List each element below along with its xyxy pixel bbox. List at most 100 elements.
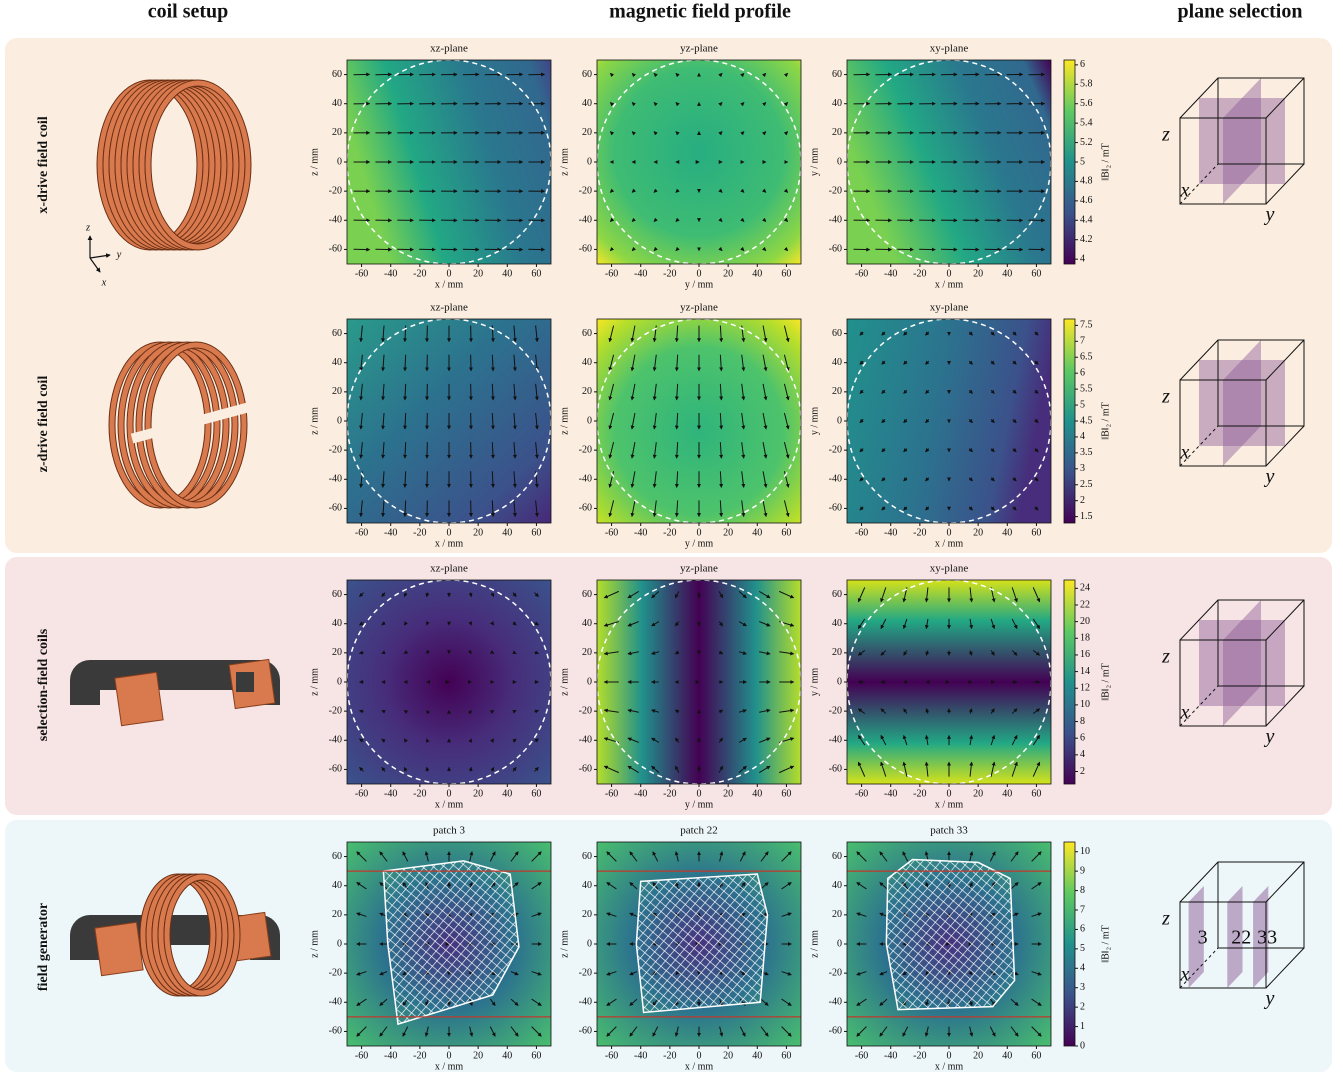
colorbar	[1063, 841, 1076, 1047]
x-axis-label: x / mm	[435, 1061, 464, 1072]
x-tick-label: 0	[947, 1050, 952, 1061]
field-arrow	[1012, 360, 1017, 365]
colorbar-tick-label: 2	[1080, 766, 1085, 777]
cube-back	[1217, 339, 1305, 427]
y-tick-label: 0	[337, 676, 342, 687]
y-tick-label: -60	[579, 764, 592, 775]
heatmap	[347, 580, 551, 784]
arrow-field	[847, 319, 1051, 523]
field-arrow	[402, 1026, 409, 1037]
field-arrow	[359, 621, 364, 626]
cube-edge	[1265, 947, 1305, 989]
field-arrow	[674, 650, 680, 655]
x-tick-label: 20	[473, 268, 483, 279]
field-arrow	[738, 709, 747, 713]
y-axis-label: z / mm	[559, 407, 570, 435]
field-arrow	[534, 621, 539, 626]
colorbar-tick-label: 1	[1080, 1021, 1085, 1032]
x-tick-label: -40	[634, 788, 647, 799]
x-tick-label: 20	[473, 527, 483, 538]
y-tick-label: -40	[329, 735, 342, 746]
field-arrow	[674, 471, 679, 488]
coil	[96, 79, 252, 251]
field-arrow	[627, 621, 640, 627]
colorbar-tick-label: 5.2	[1080, 137, 1093, 148]
field-arrow	[762, 442, 768, 459]
field-arrow	[1012, 331, 1017, 336]
field-arrow	[903, 331, 908, 336]
x-tick-label: 20	[473, 1050, 483, 1061]
field-arrow	[381, 354, 386, 372]
field-arrow	[359, 592, 364, 598]
field-arrow	[653, 102, 658, 107]
field-arrow	[1011, 761, 1018, 777]
field-arrow	[762, 131, 767, 136]
panel-title: patch 33	[930, 825, 968, 837]
y-axis-label: y / mm	[809, 668, 820, 697]
field-arrow	[674, 737, 680, 743]
y-tick-label: -60	[579, 1026, 592, 1037]
cube-edge	[1265, 685, 1305, 727]
colorbar-tick-label: 5.4	[1080, 117, 1093, 128]
cube-label: x	[1180, 442, 1190, 464]
x-tick-label: 40	[502, 527, 512, 538]
colorbar-tick-label: 4	[1080, 963, 1085, 974]
field-arrow	[990, 506, 995, 511]
y-tick-label: 40	[582, 357, 592, 368]
field-arrow	[534, 766, 539, 772]
field-arrow	[741, 383, 746, 401]
panel-title: xy-plane	[930, 302, 969, 314]
x-tick-label: 0	[447, 268, 452, 279]
y-tick-label: -60	[329, 764, 342, 775]
selection-coil-core	[236, 672, 254, 692]
cube-front	[1179, 639, 1267, 727]
field-arrow	[381, 592, 386, 598]
field-arrow	[1012, 477, 1017, 482]
field-arrow	[925, 708, 930, 714]
field-arrow	[403, 650, 409, 654]
field-arrow	[381, 500, 386, 518]
field-arrow	[990, 360, 995, 365]
cube-edge	[1265, 599, 1305, 641]
field-arrow	[1034, 447, 1039, 453]
x-axis-label: x / mm	[935, 1061, 964, 1072]
colorbar-tick-label: 18	[1080, 633, 1090, 644]
y-tick-label: 40	[832, 98, 842, 109]
y-tick-label: -40	[829, 997, 842, 1008]
plane-patch	[1253, 886, 1269, 988]
field-arrow	[512, 650, 517, 654]
field-arrow	[925, 447, 930, 453]
colorbar-tick-label: 2	[1080, 1001, 1085, 1012]
field-arrow	[857, 734, 866, 746]
field-arrow	[603, 708, 619, 713]
field-arrow	[468, 766, 473, 772]
field-arrow	[674, 709, 680, 714]
panel-title: xy-plane	[930, 43, 969, 55]
y-tick-label: 60	[832, 589, 842, 600]
x-tick-label: 0	[697, 1050, 702, 1061]
arrow-field	[347, 580, 551, 784]
field-arrow	[608, 442, 615, 459]
y-tick-label: 20	[582, 386, 592, 397]
y-tick-label: -40	[579, 474, 592, 485]
field-arrow	[1032, 587, 1041, 603]
header: plane selection	[1178, 1, 1303, 23]
field-arrow	[631, 246, 636, 252]
field-arrow	[1034, 477, 1039, 482]
x-tick-label: 60	[1031, 527, 1041, 538]
field-arrow	[968, 418, 973, 424]
field-arrow	[627, 708, 639, 713]
field-arrow	[630, 471, 636, 488]
x-tick-label: 60	[781, 527, 791, 538]
cube-label: z	[1161, 124, 1170, 146]
field-arrow	[531, 851, 542, 862]
field-arrow	[356, 851, 367, 862]
x-tick-label: 20	[973, 1050, 983, 1061]
field-arrow	[881, 389, 886, 394]
field-arrow	[903, 708, 908, 714]
colorbar-tick-label: 3.5	[1080, 447, 1093, 458]
field-arrow	[403, 738, 408, 743]
selection-coil	[114, 671, 164, 727]
y-axis-label: y / mm	[809, 407, 820, 436]
x-axis-label: x / mm	[435, 279, 464, 290]
